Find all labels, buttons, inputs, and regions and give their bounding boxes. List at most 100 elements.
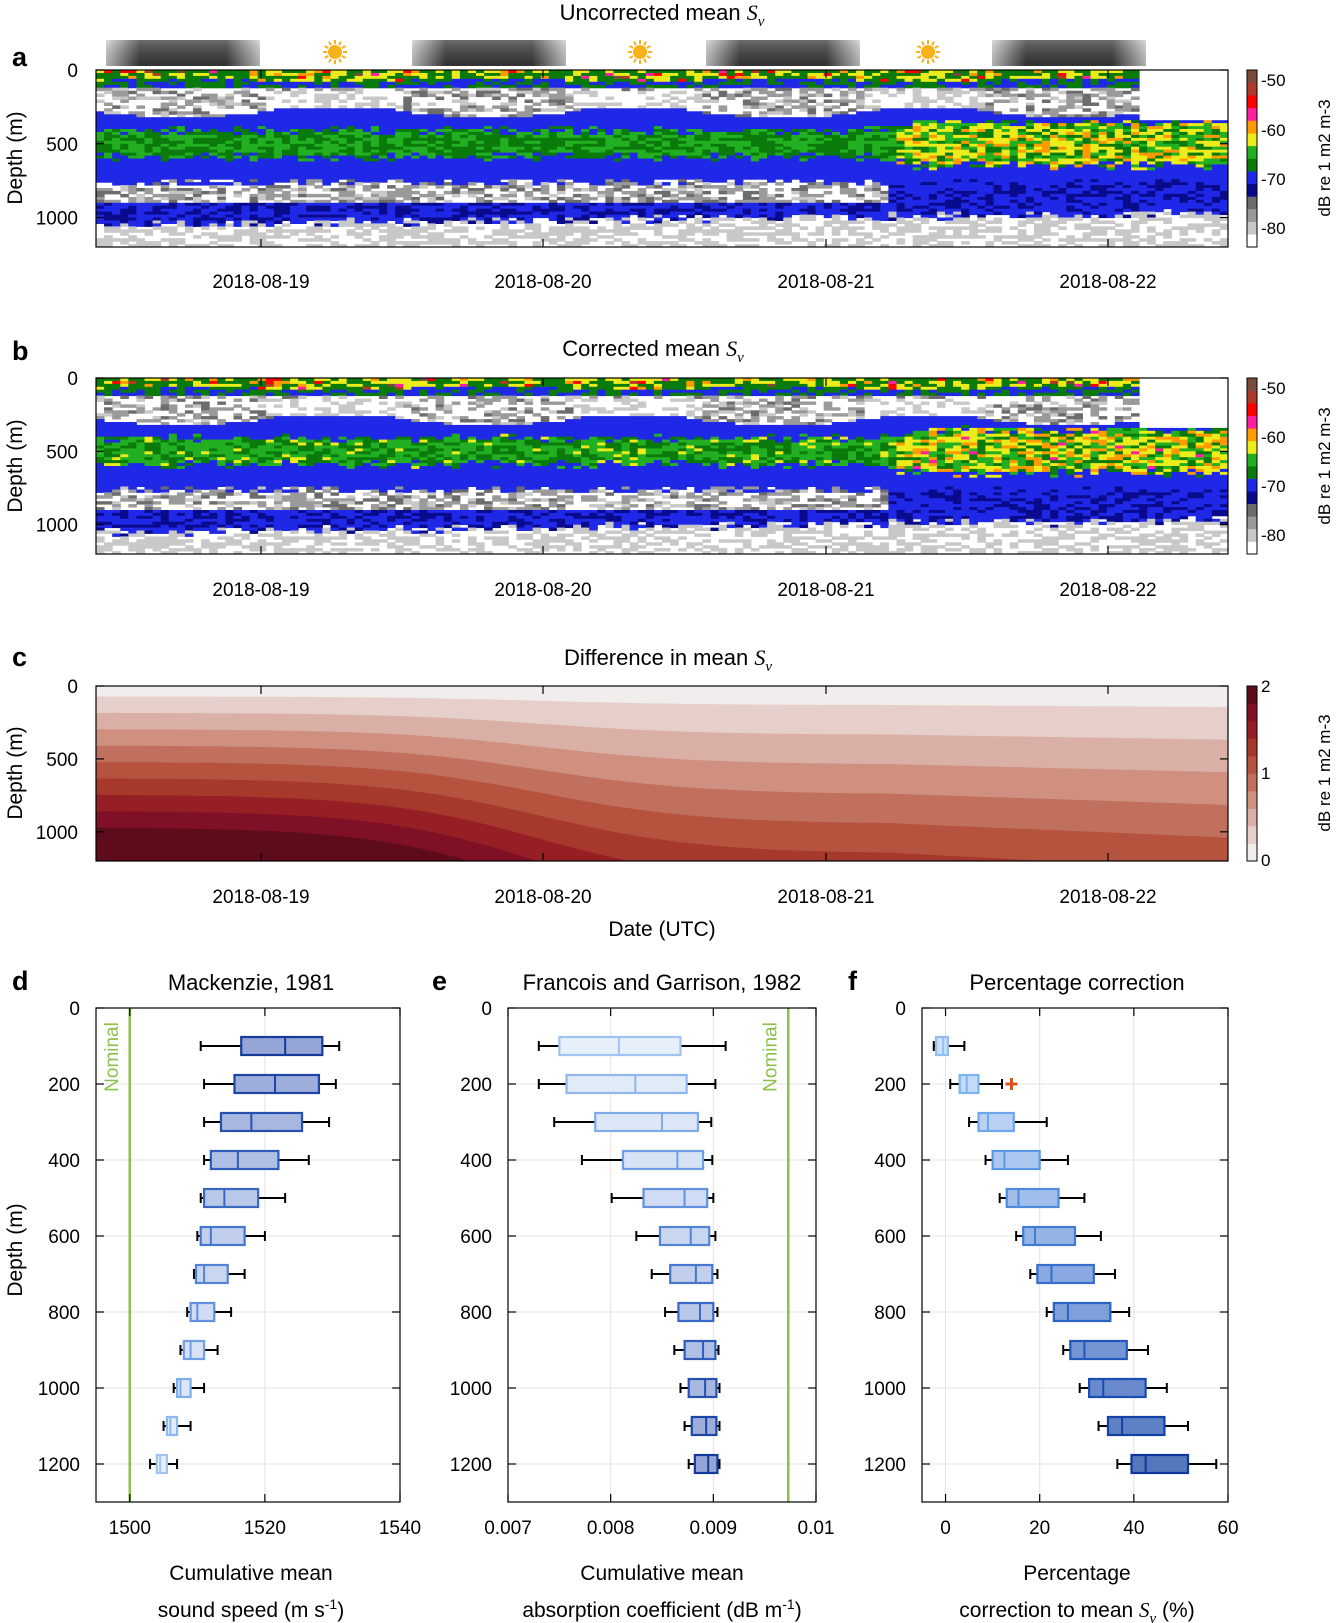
heatmap-cell [193,190,202,195]
heatmap-cell [395,87,404,92]
heatmap-cell [742,137,752,142]
heatmap-cell [435,238,445,242]
heatmap-cell [694,158,703,162]
heatmap-cell [411,161,420,165]
heatmap-cell [629,146,639,151]
heatmap-cell [104,214,113,219]
heatmap-cell [605,176,614,180]
heatmap-cell [314,229,323,233]
heatmap-cell [888,120,897,124]
heatmap-cell [104,205,113,210]
heatmap-cell [524,117,534,121]
heatmap-cell [904,182,914,186]
heatmap-cell [96,120,105,124]
heatmap-cell [750,173,760,177]
heatmap-cell [896,241,906,245]
heatmap-cell [556,84,566,89]
heatmap-cell [710,170,720,174]
heatmap-cell [662,111,671,115]
heatmap-cell [168,99,178,103]
heatmap-cell [395,214,404,219]
heatmap-cell [387,226,396,230]
heatmap-cell [104,87,113,92]
heatmap-cell [411,185,420,189]
heatmap-cell [694,143,703,148]
heatmap-cell [718,217,728,221]
heatmap-cell [597,190,606,195]
heatmap-cell [605,84,614,89]
heatmap-cell [848,158,857,162]
heatmap-cell [330,131,340,136]
heatmap-cell [330,214,340,219]
heatmap-cell [241,152,251,157]
heatmap-cell [839,126,849,130]
heatmap-cell [136,123,145,127]
heatmap-cell [492,90,501,95]
heatmap-cell [241,73,251,77]
heatmap-cell [257,176,267,180]
heatmap-cell [225,170,234,174]
heatmap-cell [451,193,461,198]
heatmap-cell [702,176,711,180]
heatmap-cell [637,170,647,174]
heatmap-cell [645,214,655,219]
heatmap-cell [734,205,744,210]
heatmap-cell [290,114,299,118]
heatmap-cell [152,137,162,142]
heatmap-cell [710,140,720,145]
heatmap-cell [443,170,453,174]
heatmap-cell [500,217,509,221]
heatmap-cell [443,220,453,224]
heatmap-cell [484,140,493,145]
heatmap-cell [565,199,574,204]
heatmap-cell [128,90,137,95]
heatmap-cell [265,235,275,239]
heatmap-cell [653,167,663,171]
heatmap-cell [96,70,105,74]
heatmap-cell [298,202,307,207]
heatmap-cell [282,185,291,189]
heatmap-cell [637,161,647,165]
heatmap-cell [427,241,437,245]
heatmap-cell [645,182,655,186]
heatmap-cell [249,185,259,189]
heatmap-cell [176,179,186,183]
heatmap-cell [314,164,323,168]
heatmap-cell [411,190,420,195]
heatmap-cell [193,161,202,165]
heatmap-cell [120,238,129,242]
heatmap-cell [96,143,105,148]
heatmap-cell [726,120,736,124]
heatmap-cell [872,170,881,174]
heatmap-cell [799,70,809,74]
heatmap-cell [613,211,623,216]
heatmap-cell [338,120,348,124]
heatmap-cell [750,105,760,109]
heatmap-cell [241,164,251,168]
heatmap-cell [637,202,647,207]
heatmap-cell [904,190,914,195]
panel-a-title: Uncorrected mean Sv [560,0,765,30]
heatmap-cell [791,140,800,145]
heatmap-cell [799,238,809,242]
heatmap-cell [605,182,614,186]
heatmap-cell [257,182,267,186]
heatmap-cell [750,146,760,151]
heatmap-cell [370,199,380,204]
heatmap-cell [370,241,380,245]
heatmap-cell [241,99,251,103]
heatmap-cell [880,90,889,95]
heatmap-cell [904,102,914,106]
heatmap-cell [896,190,906,195]
heatmap-cell [322,73,331,77]
heatmap-cell [128,117,137,121]
heatmap-cell [160,167,170,171]
heatmap-cell [257,126,267,130]
heatmap-cell [581,179,590,183]
heatmap-cell [306,193,315,198]
heatmap-cell [193,84,202,89]
heatmap-cell [508,140,517,145]
heatmap-cell [168,238,178,242]
heatmap-cell [467,78,477,83]
heatmap-cell [734,137,744,142]
